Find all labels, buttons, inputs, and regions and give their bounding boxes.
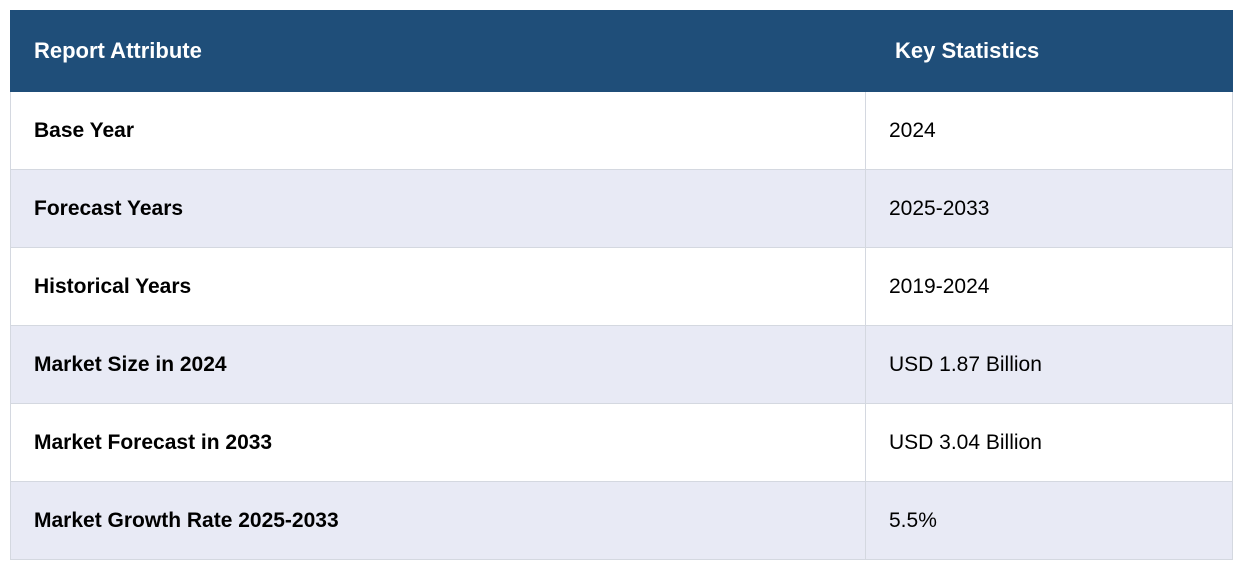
header-report-attribute: Report Attribute: [10, 10, 866, 92]
table-row: Forecast Years 2025-2033: [10, 169, 1233, 248]
row-value: USD 1.87 Billion: [865, 325, 1233, 404]
row-attribute: Base Year: [10, 91, 866, 170]
table-row: Market Forecast in 2033 USD 3.04 Billion: [10, 403, 1233, 482]
table-header-row: Report Attribute Key Statistics: [10, 10, 1233, 92]
report-attributes-table: Report Attribute Key Statistics Base Yea…: [10, 10, 1233, 560]
row-attribute: Market Growth Rate 2025-2033: [10, 481, 866, 560]
table-row: Historical Years 2019-2024: [10, 247, 1233, 326]
header-key-statistics: Key Statistics: [865, 10, 1233, 92]
row-attribute: Historical Years: [10, 247, 866, 326]
row-attribute: Market Forecast in 2033: [10, 403, 866, 482]
report-attributes-table-container: Report Attribute Key Statistics Base Yea…: [10, 10, 1233, 560]
row-attribute: Market Size in 2024: [10, 325, 866, 404]
row-value: 2025-2033: [865, 169, 1233, 248]
row-value: 2019-2024: [865, 247, 1233, 326]
table-row: Market Size in 2024 USD 1.87 Billion: [10, 325, 1233, 404]
table-row: Base Year 2024: [10, 91, 1233, 170]
row-attribute: Forecast Years: [10, 169, 866, 248]
row-value: USD 3.04 Billion: [865, 403, 1233, 482]
row-value: 2024: [865, 91, 1233, 170]
table-row: Market Growth Rate 2025-2033 5.5%: [10, 481, 1233, 560]
row-value: 5.5%: [865, 481, 1233, 560]
